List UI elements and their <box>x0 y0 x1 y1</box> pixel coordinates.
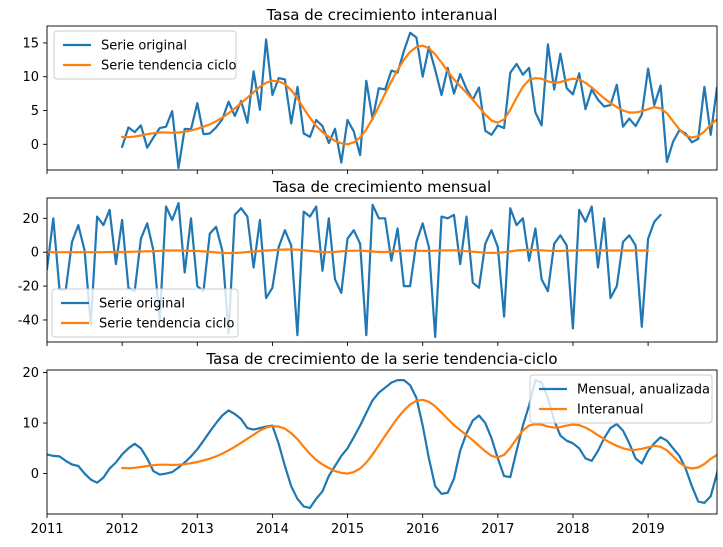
legend-label-1: Mensual, anualizada <box>577 383 710 398</box>
legend-label-2: Interanual <box>577 403 644 418</box>
legend-box <box>51 288 239 338</box>
y-tick-label: 5 <box>31 104 39 119</box>
panel-title: Tasa de crecimiento de la serie tendenci… <box>205 350 557 368</box>
x-tick-label: 2019 <box>632 522 665 537</box>
series-lines <box>120 31 717 170</box>
chart-panel-3: Tasa de crecimiento de la serie tendenci… <box>22 350 718 537</box>
series-lines <box>47 202 662 338</box>
y-tick-label: 0 <box>31 246 39 261</box>
legend-label-1: Serie original <box>101 39 187 54</box>
x-tick-label: 2012 <box>106 522 139 537</box>
legend: Serie original Serie tendencia ciclo <box>51 288 239 338</box>
panel-title: Tasa de crecimiento mensual <box>272 178 491 196</box>
legend-label-2: Serie tendencia ciclo <box>99 317 235 332</box>
series-line-2 <box>120 44 717 146</box>
legend-label-1: Serie original <box>99 297 185 312</box>
legend: Mensual, anualizada Interanual <box>529 374 713 424</box>
y-tick-label: -20 <box>18 280 39 295</box>
x-tick-label: 2016 <box>406 522 439 537</box>
x-tick-label: 2017 <box>481 522 514 537</box>
legend-box <box>529 374 713 424</box>
x-tick-label: 2018 <box>556 522 589 537</box>
chart-panel-1: Tasa de crecimiento interanual 0 5 10 15 Seri… <box>22 6 718 174</box>
legend-label-2: Serie tendencia ciclo <box>101 59 237 74</box>
plot-frame <box>46 369 718 515</box>
panel-title: Tasa de crecimiento interanual <box>266 6 498 24</box>
chart-panel-2: Tasa de crecimiento mensual -40 -20 0 20 Seri… <box>18 178 718 346</box>
chart-panels: Tasa de crecimiento interanual 0 5 10 15 Seri… <box>18 6 718 537</box>
y-tick-label: 20 <box>22 366 39 381</box>
x-tick-label: 2014 <box>256 522 289 537</box>
legend: Serie original Serie tendencia ciclo <box>53 30 237 80</box>
y-tick-label: 0 <box>31 467 39 482</box>
y-tick-label: 0 <box>31 138 39 153</box>
series-line-1 <box>120 31 717 170</box>
plot-frame <box>46 25 718 171</box>
series-line-1 <box>47 202 662 338</box>
y-tick-label: -40 <box>18 313 39 328</box>
plot-frame <box>46 197 718 343</box>
x-tick-label: 2015 <box>331 522 364 537</box>
y-tick-label: 15 <box>22 36 39 51</box>
series-lines <box>47 379 717 509</box>
series-line-2 <box>47 248 650 255</box>
legend-box <box>53 30 237 80</box>
y-tick-label: 10 <box>22 70 39 85</box>
series-line-2 <box>120 398 717 475</box>
x-tick-label: 2011 <box>30 522 63 537</box>
series-line-1 <box>47 379 717 509</box>
x-tick-label: 2013 <box>181 522 214 537</box>
y-tick-label: 20 <box>22 212 39 227</box>
y-tick-label: 10 <box>22 417 39 432</box>
